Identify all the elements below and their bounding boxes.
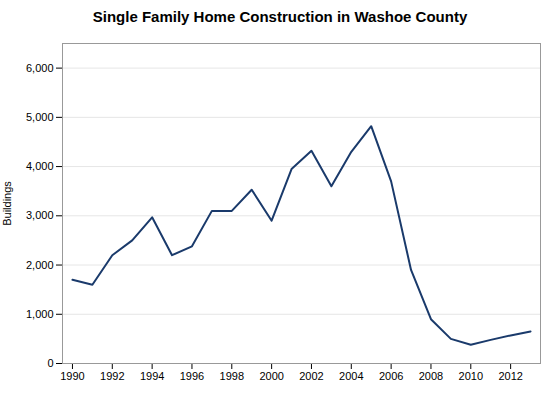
svg-text:1994: 1994 (140, 370, 164, 382)
svg-text:3,000: 3,000 (26, 209, 54, 221)
svg-text:2010: 2010 (459, 370, 483, 382)
svg-text:0: 0 (47, 357, 53, 369)
svg-text:1992: 1992 (100, 370, 124, 382)
svg-text:5,000: 5,000 (26, 111, 54, 123)
svg-text:2008: 2008 (419, 370, 443, 382)
svg-text:1,000: 1,000 (26, 308, 54, 320)
svg-text:2,000: 2,000 (26, 259, 54, 271)
svg-text:2000: 2000 (259, 370, 283, 382)
svg-text:4,000: 4,000 (26, 160, 54, 172)
svg-text:1990: 1990 (60, 370, 84, 382)
svg-text:2002: 2002 (299, 370, 323, 382)
svg-text:2006: 2006 (379, 370, 403, 382)
svg-text:1998: 1998 (220, 370, 244, 382)
html-text:Single Family Home Constructio: Single Family Home Construction in Washo… (92, 8, 468, 25)
svg-text:2004: 2004 (339, 370, 363, 382)
svg-text:6,000: 6,000 (26, 62, 54, 74)
svg-text:2012: 2012 (498, 370, 522, 382)
svg-text:1996: 1996 (180, 370, 204, 382)
svg-text:Buildings: Buildings (1, 181, 13, 226)
